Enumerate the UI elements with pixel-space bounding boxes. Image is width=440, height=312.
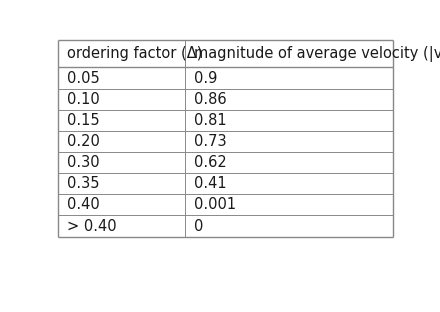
Text: 0.30: 0.30 <box>67 155 99 170</box>
Text: ordering factor (Δ): ordering factor (Δ) <box>67 46 202 61</box>
Text: 0.10: 0.10 <box>67 92 100 107</box>
Text: 0.86: 0.86 <box>194 92 227 107</box>
Text: 0.81: 0.81 <box>194 113 227 128</box>
Text: > 0.40: > 0.40 <box>67 218 117 233</box>
Text: 0.20: 0.20 <box>67 134 100 149</box>
Text: 0.41: 0.41 <box>194 176 227 191</box>
Text: magnitude of average velocity (|v|): magnitude of average velocity (|v|) <box>194 46 440 62</box>
Text: 0.05: 0.05 <box>67 71 100 85</box>
Text: 0.35: 0.35 <box>67 176 99 191</box>
Text: 0.001: 0.001 <box>194 197 236 212</box>
Text: 0.40: 0.40 <box>67 197 100 212</box>
Text: 0: 0 <box>194 218 203 233</box>
Text: 0.9: 0.9 <box>194 71 217 85</box>
Text: 0.62: 0.62 <box>194 155 227 170</box>
Text: 0.73: 0.73 <box>194 134 227 149</box>
Text: 0.15: 0.15 <box>67 113 99 128</box>
